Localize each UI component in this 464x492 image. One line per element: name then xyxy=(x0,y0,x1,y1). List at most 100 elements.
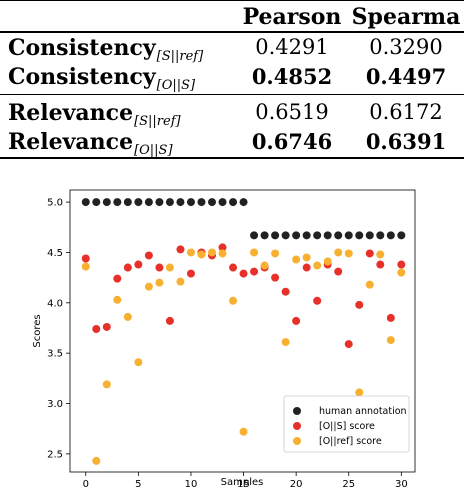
point-human-11 xyxy=(197,198,206,207)
point-oref-12 xyxy=(207,248,216,257)
point-human-1 xyxy=(92,198,101,207)
legend-marker-oref xyxy=(293,437,301,445)
point-human-30 xyxy=(397,231,406,240)
y-axis-ticks: 2.5 3.0 3.5 4.0 4.5 5.0 xyxy=(47,198,70,460)
x-axis-label: Samples xyxy=(221,477,264,488)
row-4-pearson: 0.6746 xyxy=(251,129,333,154)
row-3-pearson: 0.6519 xyxy=(255,100,329,124)
point-os-24 xyxy=(334,267,343,276)
point-oref-23 xyxy=(323,257,332,266)
legend-marker-human xyxy=(293,407,301,415)
x-tick-label-0: 0 xyxy=(83,479,89,488)
point-oref-26 xyxy=(355,388,364,397)
legend-label-os: [O||S] score xyxy=(319,421,375,432)
point-os-21 xyxy=(302,263,311,272)
point-oref-17 xyxy=(260,261,269,270)
point-oref-7 xyxy=(155,278,164,287)
row-3-spearman: 0.6172 xyxy=(369,100,443,124)
point-os-2 xyxy=(102,322,111,331)
y-tick-label-0: 2.5 xyxy=(47,449,63,460)
point-oref-18 xyxy=(271,249,280,258)
point-human-6 xyxy=(144,198,153,207)
x-axis-ticks: 0 5 10 15 20 25 30 xyxy=(83,472,408,490)
point-human-26 xyxy=(355,231,364,240)
point-oref-8 xyxy=(165,263,174,272)
point-human-23 xyxy=(323,231,332,240)
row-label-4: Relevance[O||S] xyxy=(8,129,173,158)
point-human-15 xyxy=(239,198,248,207)
point-os-14 xyxy=(229,263,238,272)
point-os-9 xyxy=(176,245,185,254)
point-os-16 xyxy=(250,267,259,276)
point-os-22 xyxy=(313,296,322,305)
point-oref-21 xyxy=(302,253,311,262)
point-human-22 xyxy=(313,231,322,240)
point-human-27 xyxy=(365,231,374,240)
y-tick-label-5: 5.0 xyxy=(47,198,63,209)
point-oref-16 xyxy=(250,248,259,257)
y-tick-label-2: 3.5 xyxy=(47,349,63,360)
point-os-5 xyxy=(134,260,143,269)
x-tick-label-6: 30 xyxy=(395,479,408,488)
point-oref-27 xyxy=(365,280,374,289)
point-oref-11 xyxy=(197,250,206,259)
row-label-3: Relevance[S||ref] xyxy=(8,100,181,129)
point-oref-5 xyxy=(134,358,143,367)
data-points xyxy=(81,198,406,465)
scatter-chart: 2.5 3.0 3.5 4.0 4.5 5.0 0 5 10 15 20 25 30 Scores S… xyxy=(32,189,416,490)
row-label-2: Consistency[O||S] xyxy=(8,64,196,93)
point-oref-20 xyxy=(292,255,301,264)
point-human-18 xyxy=(271,231,280,240)
point-human-13 xyxy=(218,198,227,207)
point-os-19 xyxy=(281,287,290,296)
header-pearson: Pearson xyxy=(242,4,342,30)
row-2-spearman: 0.4497 xyxy=(365,64,447,89)
point-os-10 xyxy=(186,269,195,278)
point-oref-30 xyxy=(397,268,406,277)
point-os-3 xyxy=(113,274,122,283)
point-human-2 xyxy=(102,198,111,207)
legend-label-human: human annotation xyxy=(319,406,407,417)
point-human-20 xyxy=(292,231,301,240)
point-human-0 xyxy=(81,198,90,207)
point-oref-22 xyxy=(313,261,322,270)
point-human-16 xyxy=(250,231,259,240)
y-axis-label: Scores xyxy=(32,314,43,347)
point-oref-25 xyxy=(344,249,353,258)
point-oref-14 xyxy=(229,296,238,305)
point-oref-24 xyxy=(334,248,343,257)
point-human-5 xyxy=(134,198,143,207)
point-human-29 xyxy=(386,231,395,240)
point-oref-9 xyxy=(176,277,185,286)
results-table: Pearson Spearma Consistency[S||ref] 0.42… xyxy=(0,0,464,160)
point-os-15 xyxy=(239,269,248,278)
point-oref-19 xyxy=(281,338,290,347)
point-oref-4 xyxy=(123,312,132,321)
middle-rule xyxy=(0,94,464,95)
row-2-pearson: 0.4852 xyxy=(251,64,333,89)
x-tick-label-2: 10 xyxy=(185,479,198,488)
point-human-7 xyxy=(155,198,164,207)
point-oref-6 xyxy=(144,282,153,291)
point-human-25 xyxy=(344,231,353,240)
y-tick-label-3: 4.0 xyxy=(47,298,63,309)
y-tick-label-4: 4.5 xyxy=(47,248,63,259)
bottom-rule xyxy=(0,157,464,159)
row-1-spearman: 0.3290 xyxy=(369,35,443,59)
x-tick-label-5: 25 xyxy=(342,479,355,488)
point-os-28 xyxy=(376,260,385,269)
x-tick-label-3: 15 xyxy=(237,479,250,488)
row-1-pearson: 0.4291 xyxy=(255,35,329,59)
y-tick-label-1: 3.0 xyxy=(47,399,63,410)
legend-marker-os xyxy=(293,422,301,430)
scatter-figure: 2.5 3.0 3.5 4.0 4.5 5.0 0 5 10 15 20 25 30 Scores S… xyxy=(0,160,464,490)
legend-label-oref: [O||ref] score xyxy=(319,436,382,447)
point-os-4 xyxy=(123,263,132,272)
row-4-spearman: 0.6391 xyxy=(365,129,447,154)
point-os-20 xyxy=(292,316,301,325)
header-rule xyxy=(0,31,464,33)
legend-box xyxy=(283,395,410,453)
point-oref-3 xyxy=(113,295,122,304)
point-human-28 xyxy=(376,231,385,240)
point-os-13 xyxy=(218,243,227,252)
